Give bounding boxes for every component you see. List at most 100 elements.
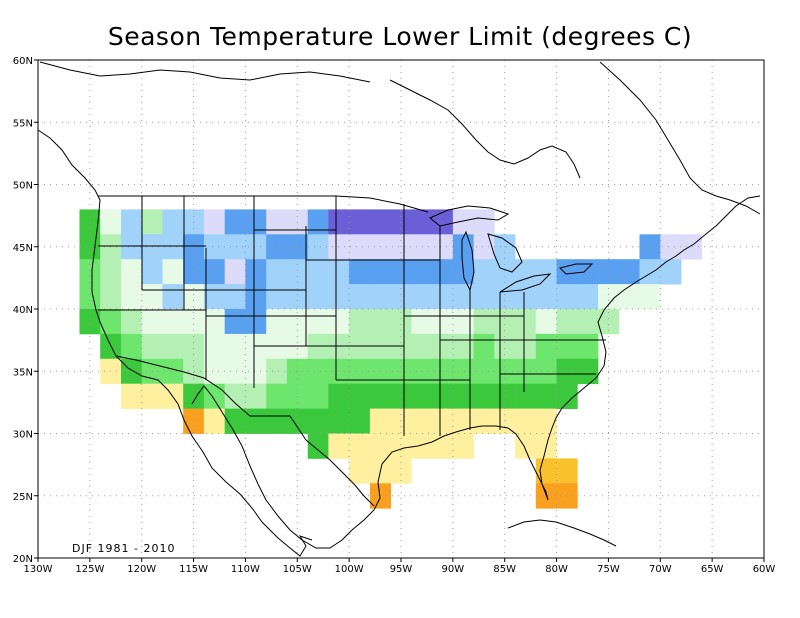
great-lake-huron (487, 233, 523, 273)
temperature-cell (121, 358, 143, 385)
temperature-cell (494, 408, 516, 434)
x-tick-label: 125W (75, 564, 104, 575)
temperature-cell (286, 408, 308, 434)
temperature-cell (224, 284, 246, 310)
temperature-cell (245, 234, 267, 260)
temperature-cell (681, 234, 703, 260)
temperature-cell (266, 284, 288, 310)
temperature-cell (203, 358, 225, 385)
temperature-cell (473, 309, 495, 335)
temperature-cell (515, 259, 537, 285)
x-tick-label: 85W (493, 564, 516, 575)
temperature-cell (121, 234, 143, 260)
x-tick-label: 80W (545, 564, 568, 575)
temperature-cell (390, 309, 412, 335)
temperature-cell (224, 259, 246, 285)
temperature-cell (203, 284, 225, 310)
temperature-cell (203, 309, 225, 335)
great-lake-superior (429, 205, 510, 227)
temperature-cell (411, 259, 433, 285)
temperature-cell (411, 309, 433, 335)
temperature-cell (390, 259, 412, 285)
temperature-cell (452, 284, 474, 310)
temperature-cell (266, 309, 288, 335)
y-tick-label: 50N (13, 181, 33, 192)
y-tick-label: 25N (13, 492, 33, 503)
temperature-cell (349, 284, 371, 310)
temperature-cell (121, 284, 143, 310)
temperature-cell (556, 333, 578, 360)
temperature-cell (556, 284, 578, 310)
temperature-cell (141, 209, 163, 235)
temperature-cell (452, 333, 474, 360)
temperature-cell (245, 408, 267, 434)
temperature-cell (390, 433, 412, 459)
temperature-cell (390, 458, 412, 484)
temperature-cell (515, 383, 537, 409)
temperature-cell (79, 259, 101, 285)
temperature-cell (286, 358, 308, 385)
temperature-cell (307, 234, 329, 260)
temperature-cell (577, 284, 599, 310)
temperature-cell (432, 408, 454, 434)
temperature-cell (411, 383, 433, 409)
temperature-cell (598, 284, 620, 310)
y-tick-label: 30N (13, 430, 33, 441)
temperature-cell (390, 408, 412, 434)
temperature-cell (452, 309, 474, 335)
temperature-cell (141, 259, 163, 285)
x-tick-label: 70W (649, 564, 672, 575)
temperature-cell (307, 383, 329, 409)
temperature-cell (162, 259, 184, 285)
temperature-cell (245, 333, 267, 360)
temperature-cell (183, 309, 205, 335)
temperature-cell (349, 209, 371, 235)
temperature-cell (349, 458, 371, 484)
temperature-cell (224, 383, 246, 409)
temperature-cell (224, 234, 246, 260)
coastline-cuba (507, 519, 617, 547)
temperature-cell (515, 309, 537, 335)
temperature-cell (162, 358, 184, 385)
temperature-cell (328, 259, 350, 285)
temperature-cell (100, 284, 122, 310)
temperature-cell (328, 209, 350, 235)
x-tick-label: 75W (597, 564, 620, 575)
temperature-cell (183, 358, 205, 385)
temperature-cell (660, 234, 682, 260)
temperature-cell (432, 333, 454, 360)
temperature-cell (411, 234, 433, 260)
temperature-cell (266, 209, 288, 235)
temperature-cell (245, 259, 267, 285)
temperature-cell (556, 383, 578, 409)
temperature-cell (203, 209, 225, 235)
temperature-cell (121, 383, 143, 409)
temperature-cell (307, 209, 329, 235)
temperature-cell (121, 259, 143, 285)
x-tick-label: 95W (390, 564, 413, 575)
temperature-cell (432, 209, 454, 235)
canada-arctic-shore (39, 61, 371, 83)
temperature-cell (369, 309, 391, 335)
temperature-cell (307, 333, 329, 360)
y-tick-label: 40N (13, 305, 33, 316)
temperature-cell (432, 433, 454, 459)
temperature-cell (618, 284, 640, 310)
temperature-cell (411, 333, 433, 360)
x-tick-label: 115W (179, 564, 208, 575)
temperature-cell (473, 209, 495, 235)
temperature-cell (203, 333, 225, 360)
temperature-cell (266, 383, 288, 409)
coastlines-and-borders (37, 61, 761, 557)
temperature-cell (307, 309, 329, 335)
temperature-cell (245, 284, 267, 310)
temperature-cell (141, 383, 163, 409)
temperature-cell (535, 309, 557, 335)
labrador-coast (599, 61, 761, 215)
temperature-cell (411, 433, 433, 459)
temperature-cell (494, 259, 516, 285)
temperature-cell (203, 408, 225, 434)
temperature-cell (183, 408, 205, 434)
temperature-cell (473, 408, 495, 434)
temperature-cell (286, 259, 308, 285)
